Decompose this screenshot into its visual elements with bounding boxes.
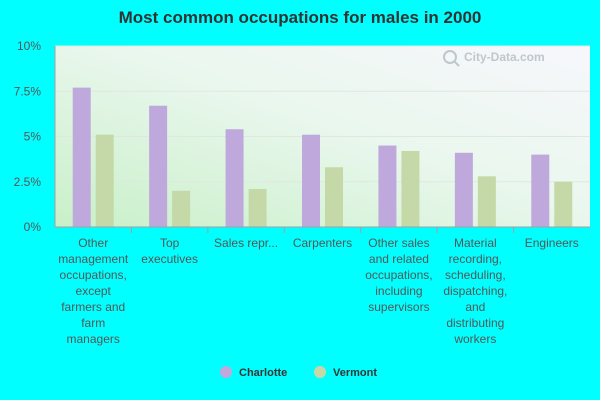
bar-charlotte: [531, 154, 550, 227]
bar-charlotte: [302, 134, 320, 227]
bar-vermont: [401, 150, 420, 227]
bar-charlotte: [454, 152, 473, 227]
bar-vermont: [95, 134, 114, 227]
bar-vermont: [172, 190, 191, 227]
bar-vermont: [477, 176, 496, 227]
legend-label-vermont: Vermont: [333, 367, 377, 379]
x-category-label: Material recording, scheduling, dispatching…: [443, 236, 507, 346]
x-category-label: Other management occupations, except farmers…: [58, 236, 129, 346]
y-tick-label: 10%: [17, 39, 41, 53]
y-tick-label: 5%: [24, 130, 42, 144]
x-category-label: Carpenters: [293, 236, 352, 250]
bar-charlotte: [378, 145, 397, 227]
x-category-label: Top executives: [141, 236, 198, 266]
x-category-label: Sales repr...: [214, 236, 278, 250]
y-tick-label: 0%: [24, 220, 42, 234]
watermark-text: City-Data.com: [464, 50, 545, 64]
legend-label-charlotte: Charlotte: [239, 367, 287, 379]
legend-swatch-vermont: [314, 366, 326, 378]
bar-charlotte: [72, 87, 91, 227]
magnifier-icon: [443, 50, 460, 67]
legend-swatch-charlotte: [220, 366, 232, 378]
chart-title: Most common occupations for males in 200…: [118, 8, 482, 27]
x-category-label: Engineers: [525, 236, 579, 250]
x-category-label: Other sales and related occupations, includ…: [365, 236, 432, 314]
bar-vermont: [554, 181, 573, 227]
bar-charlotte: [149, 105, 168, 227]
y-tick-label: 2.5%: [14, 175, 42, 189]
watermark: City-Data.com: [443, 50, 545, 67]
y-tick-label: 7.5%: [14, 84, 42, 98]
bar-charlotte: [225, 129, 244, 227]
bar-vermont: [325, 167, 343, 227]
bar-vermont: [248, 188, 267, 227]
